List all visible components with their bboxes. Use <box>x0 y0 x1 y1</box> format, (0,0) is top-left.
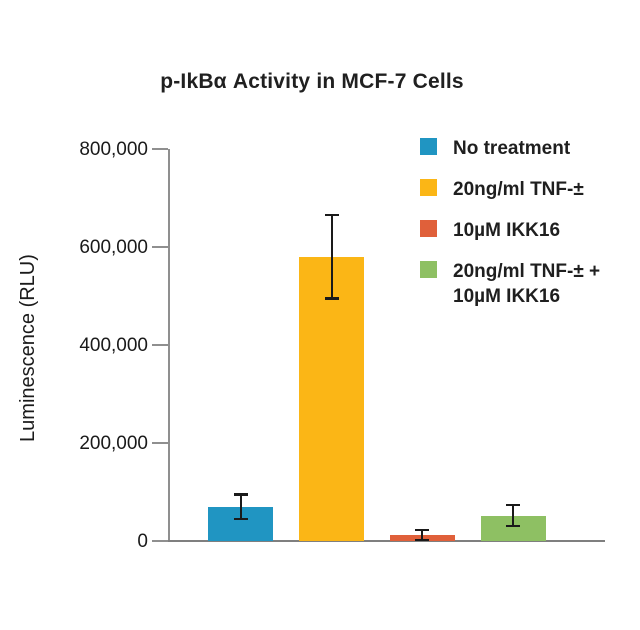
legend: No treatment 20ng/ml TNF-± 10µM IKK16 20ng/… <box>420 136 600 309</box>
error-bar-cap <box>415 529 429 532</box>
chart-title: p-IkBα Activity in MCF-7 Cells <box>160 70 464 93</box>
error-bar-cap <box>506 503 520 506</box>
y-tick-label: 400,000 <box>79 334 148 356</box>
y-tick-mark <box>152 540 168 542</box>
y-tick-mark <box>152 344 168 346</box>
legend-swatch <box>420 220 437 237</box>
legend-item-10-m-ikk16: 10µM IKK16 <box>420 218 600 243</box>
legend-label: 20ng/ml TNF-± <box>453 179 584 200</box>
y-tick-mark <box>152 148 168 150</box>
error-bar-cap <box>324 297 339 300</box>
y-tick-label: 0 <box>137 530 148 552</box>
error-bar-cap <box>506 525 520 528</box>
y-tick-label: 600,000 <box>79 236 148 258</box>
y-tick-label: 800,000 <box>79 138 148 160</box>
error-bar-line <box>330 215 333 299</box>
legend-item-20ng-ml-tnf: 20ng/ml TNF-± <box>420 177 600 202</box>
x-axis-line <box>168 540 605 542</box>
y-tick-label: 200,000 <box>79 432 148 454</box>
legend-swatch <box>420 261 437 278</box>
y-tick-mark <box>152 442 168 444</box>
legend-label: 20ng/ml TNF-± + 10µM IKK16 <box>453 261 601 307</box>
error-bar-cap <box>233 517 248 521</box>
legend-swatch <box>420 179 437 196</box>
error-bar-cap <box>415 538 429 542</box>
legend-label: 10µM IKK16 <box>453 220 561 241</box>
legend-swatch <box>420 138 437 155</box>
legend-item-20ng-ml-tnf-10-m-ikk16: 20ng/ml TNF-± + 10µM IKK16 <box>420 259 600 309</box>
legend-label: No treatment <box>453 138 571 159</box>
y-tick-mark <box>152 246 168 248</box>
legend-item-no-treatment: No treatment <box>420 136 600 161</box>
y-axis-line <box>168 149 170 541</box>
error-bar-cap <box>324 214 339 217</box>
error-bar-cap <box>233 493 248 496</box>
error-bar-line <box>512 504 514 527</box>
error-bar-line <box>421 530 423 541</box>
error-bar-line <box>239 494 242 519</box>
bar-20ng-ml-tnf <box>299 256 364 541</box>
